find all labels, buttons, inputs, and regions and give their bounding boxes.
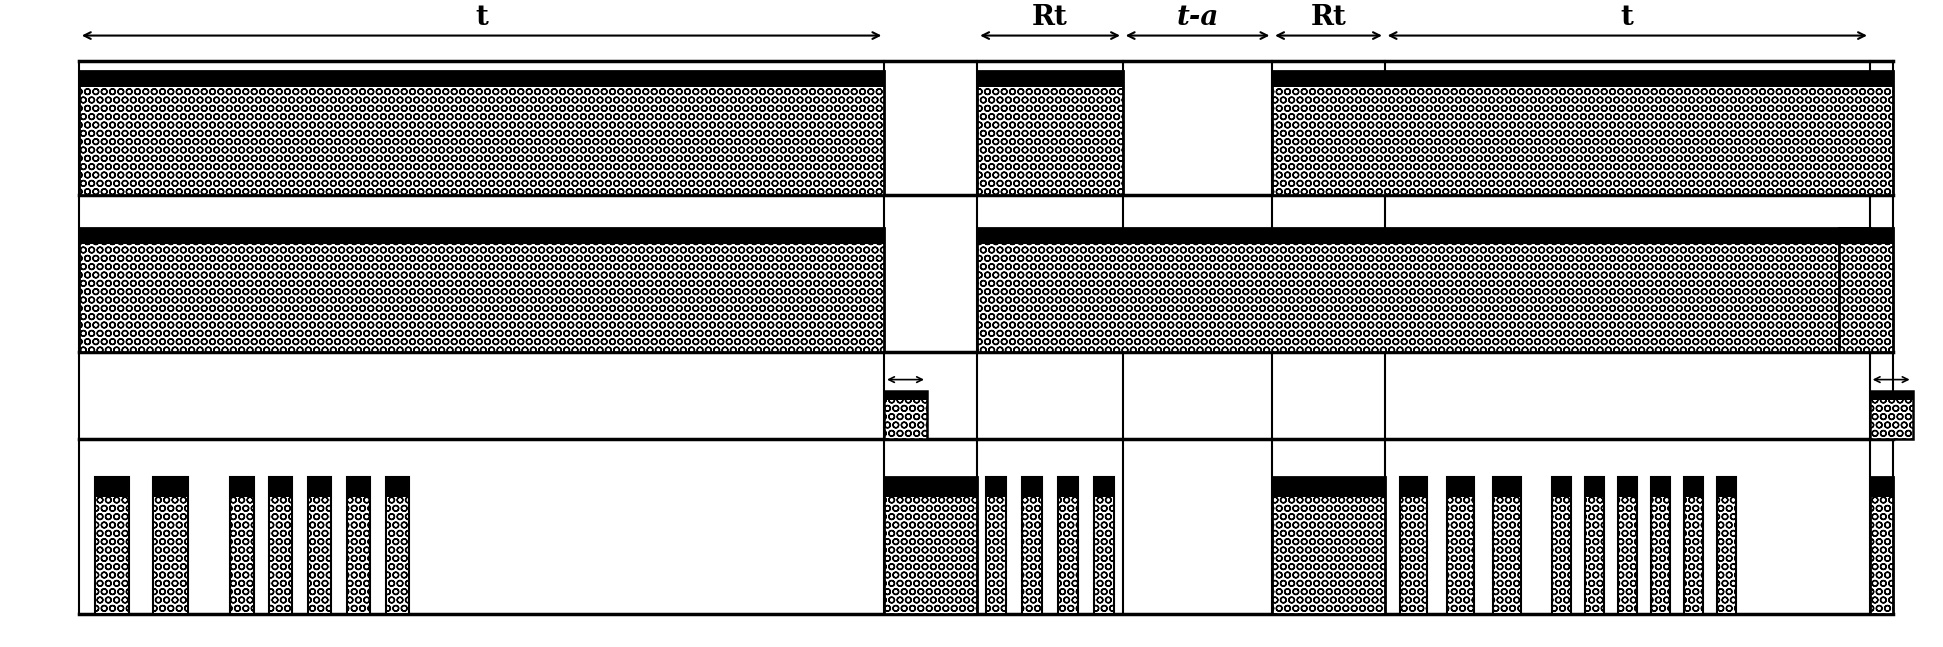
Bar	[80, 228, 884, 351]
Bar	[270, 477, 293, 615]
Bar	[153, 477, 188, 615]
Bar	[1273, 71, 1892, 195]
Bar	[385, 477, 408, 615]
Bar	[884, 477, 977, 615]
Bar	[270, 477, 293, 498]
Bar	[1059, 477, 1078, 615]
Bar	[346, 477, 369, 498]
Bar	[1716, 477, 1735, 615]
Bar	[1838, 228, 1892, 351]
Bar	[1716, 477, 1735, 498]
Bar	[1869, 477, 1892, 498]
Bar	[1273, 477, 1385, 615]
Bar	[1585, 477, 1605, 615]
Bar	[1094, 477, 1113, 498]
Bar	[1869, 391, 1912, 439]
Bar	[977, 71, 1123, 195]
Bar	[1683, 477, 1702, 615]
Bar	[1619, 477, 1638, 498]
Bar	[977, 228, 1869, 244]
Bar	[1650, 477, 1669, 615]
Bar	[231, 477, 255, 498]
Bar	[1448, 477, 1475, 615]
Text: t: t	[476, 3, 488, 30]
Bar	[1401, 477, 1428, 615]
Bar	[80, 71, 884, 195]
Bar	[884, 391, 927, 439]
Bar	[977, 71, 1123, 87]
Bar	[1838, 228, 1892, 244]
Bar	[231, 477, 255, 615]
Bar	[1585, 477, 1605, 498]
Bar	[985, 477, 1006, 615]
Bar	[307, 477, 330, 498]
Bar	[80, 71, 884, 87]
Bar	[1869, 391, 1912, 400]
Bar	[1650, 477, 1669, 498]
Bar	[80, 228, 884, 244]
Bar	[1022, 477, 1041, 498]
Text: Rt: Rt	[1032, 3, 1069, 30]
Bar	[1273, 477, 1385, 498]
Bar	[1869, 477, 1892, 615]
Bar	[1494, 477, 1521, 615]
Bar	[95, 477, 130, 615]
Bar	[1683, 477, 1702, 498]
Text: t: t	[1620, 3, 1634, 30]
Bar	[1401, 477, 1428, 498]
Bar	[884, 477, 977, 498]
Bar	[1094, 477, 1113, 615]
Bar	[1273, 71, 1892, 87]
Bar	[1552, 477, 1572, 615]
Bar	[977, 228, 1869, 351]
Bar	[346, 477, 369, 615]
Bar	[153, 477, 188, 498]
Text: t-a: t-a	[1176, 3, 1218, 30]
Bar	[385, 477, 408, 498]
Bar	[1448, 477, 1475, 498]
Bar	[884, 391, 927, 400]
Bar	[1494, 477, 1521, 498]
Bar	[985, 477, 1006, 498]
Bar	[1022, 477, 1041, 615]
Bar	[307, 477, 330, 615]
Bar	[1619, 477, 1638, 615]
Bar	[1552, 477, 1572, 498]
Text: Rt: Rt	[1312, 3, 1346, 30]
Bar	[1059, 477, 1078, 498]
Bar	[95, 477, 130, 498]
